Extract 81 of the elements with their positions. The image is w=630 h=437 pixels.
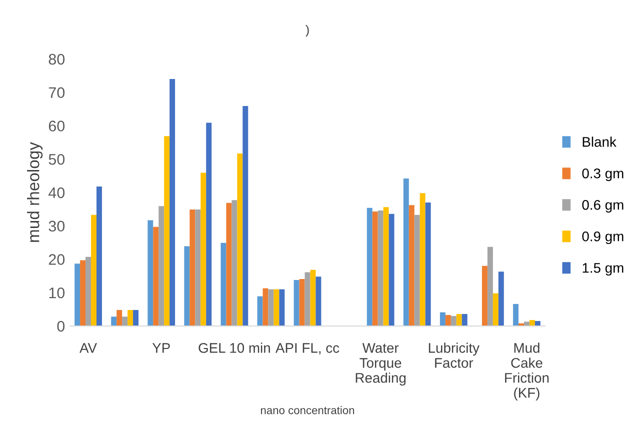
bar [529,320,535,326]
bar [242,106,248,326]
legend-label: Blank [582,136,616,147]
x-tick-label: YP [152,343,170,353]
bar [487,246,493,326]
bar [383,207,389,326]
bar [279,289,285,326]
bar [133,310,139,326]
legend-label: 0.9 gm [582,231,624,244]
y-tick-label: 60 [48,120,65,132]
y-tick-label: 40 [48,187,65,198]
bar [498,272,504,326]
bar [268,289,274,326]
bar [86,256,92,326]
bar [74,264,80,326]
bar [372,212,378,326]
bar [420,193,426,326]
bar [408,205,414,326]
bar [200,172,206,326]
bar [148,220,154,326]
y-tick-label: 50 [48,154,65,165]
bar [122,316,128,326]
bar [170,79,176,326]
bar [232,200,238,326]
y-tick-label: 20 [48,254,65,265]
bar [316,276,322,326]
x-tick-label: GEL 10 min [198,342,270,353]
bar [492,293,498,326]
chart-title: ) [305,24,309,37]
bar [226,202,232,326]
bar [414,214,420,326]
bar [366,208,372,326]
bar [378,210,384,326]
bar [195,210,201,326]
bar [524,322,530,326]
bar [184,246,190,326]
x-tick-label: Lubricity Factor [428,342,480,368]
bar [128,310,134,326]
bar [299,278,305,326]
x-tick-label: API FL, cc [276,343,340,355]
y-tick-label: 70 [48,87,65,98]
bar [190,210,196,326]
bar [116,310,122,326]
y-axis-title: mud rheology [27,142,43,242]
bar [388,214,394,326]
x-tick-label: Mud Cake Friction (KF) [505,342,549,400]
x-tick-label: Water Torque Reading [356,343,406,386]
bar [304,272,310,326]
y-tick-label: 30 [48,220,65,232]
bar [294,280,300,326]
bar [158,206,164,326]
legend-label: 1.5 gm [582,263,624,276]
bar [482,266,488,326]
x-tick-label: AV [80,343,97,353]
legend-label: 0.3 gm [582,168,624,182]
y-tick-label: 80 [48,54,65,65]
bar [425,202,431,326]
y-tick-label: 10 [49,287,65,298]
bar [462,314,468,326]
bar [206,122,212,326]
bar [153,226,159,326]
bar [450,316,456,326]
bar [80,260,86,326]
bar [513,304,519,326]
bar [220,242,226,326]
bar [534,320,540,326]
bar [274,289,280,326]
bar [403,178,409,326]
y-tick-label: 0 [57,320,65,332]
bar [164,136,170,326]
legend-label: 0.6 gm [582,200,624,213]
bar [91,214,96,326]
bar [456,314,462,326]
bar [440,312,446,326]
bar [310,270,316,326]
bar [96,186,102,326]
bar [445,314,451,326]
bar [237,153,243,326]
bar [111,316,117,326]
bar [262,288,268,326]
x-axis-title: nano concentration [260,406,354,414]
